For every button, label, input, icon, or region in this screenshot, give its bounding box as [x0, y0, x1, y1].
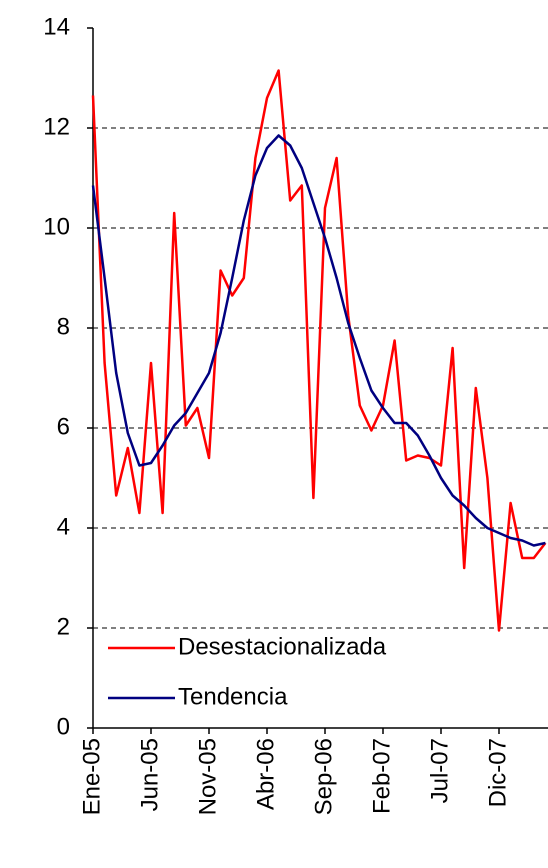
legend-label: Tendencia — [178, 683, 288, 710]
x-tick-label: Jun-05 — [136, 738, 163, 811]
y-tick-label: 8 — [57, 313, 70, 340]
y-tick-label: 6 — [57, 413, 70, 440]
y-tick-label: 0 — [57, 713, 70, 740]
y-tick-label: 10 — [43, 213, 70, 240]
x-tick-label: Sep-06 — [310, 738, 337, 815]
y-tick-label: 14 — [43, 13, 70, 40]
series-line — [91, 134, 546, 547]
y-tick-label: 2 — [57, 613, 70, 640]
x-tick-label: Ene-05 — [78, 738, 105, 815]
legend-label: Desestacionalizada — [178, 633, 387, 660]
x-tick-label: Abr-06 — [252, 738, 279, 810]
x-tick-label: Feb-07 — [368, 738, 395, 814]
y-tick-label: 12 — [43, 113, 70, 140]
y-tick-label: 4 — [57, 513, 70, 540]
x-tick-label: Jul-07 — [426, 738, 453, 803]
x-tick-label: Nov-05 — [194, 738, 221, 815]
x-tick-label: Dic-07 — [484, 738, 511, 807]
series-line — [91, 69, 547, 632]
